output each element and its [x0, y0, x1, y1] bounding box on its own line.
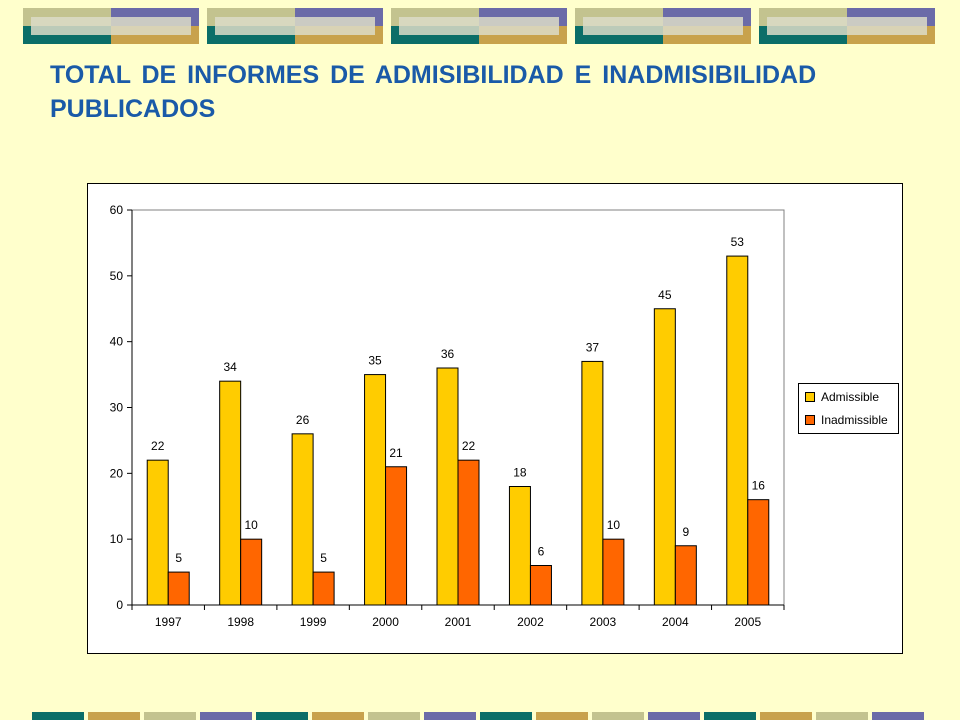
data-label: 5: [175, 551, 182, 565]
decor-strip-segment: [32, 712, 84, 720]
legend-label-admissible: Admissible: [821, 390, 880, 404]
chart-svg: 0 10 20 30 40 50 60 1997 22 5 1998 34 10 1999 26 5 2000 3…: [110, 203, 785, 629]
data-label: 21: [389, 446, 403, 460]
decor-strip-segment: [592, 712, 644, 720]
bar-inadmissible: [167, 571, 190, 606]
data-label: 53: [731, 235, 745, 249]
data-label: 10: [607, 518, 621, 532]
legend-item-inadmissible: Inadmissible: [805, 412, 888, 428]
slide-title: TOTAL DE INFORMES DE ADMISIBILIDAD E INA…: [50, 61, 817, 123]
x-tick-label: 2005: [734, 615, 761, 629]
bar-admissible: [508, 486, 531, 606]
y-tick-label: 40: [110, 335, 124, 349]
decor-tile: [759, 8, 935, 44]
decor-tile: [207, 8, 383, 44]
decor-strip-segment: [872, 712, 924, 720]
legend-item-admissible: Admissible: [805, 389, 879, 405]
decor-strip-segment: [256, 712, 308, 720]
legend-swatch-inadmissible: [805, 415, 815, 425]
y-tick-label: 0: [116, 598, 123, 612]
bar-admissible: [581, 360, 604, 606]
data-label: 22: [462, 439, 476, 453]
chart-legend: Admissible Inadmissible: [798, 383, 899, 434]
decor-strip-segment: [480, 712, 532, 720]
data-label: 9: [682, 525, 689, 539]
data-label: 45: [658, 288, 672, 302]
decor-strip-segment: [536, 712, 588, 720]
y-tick-label: 20: [110, 466, 124, 480]
data-label: 37: [586, 340, 600, 354]
bar-inadmissible: [240, 538, 263, 606]
bar-admissible: [364, 374, 387, 606]
data-label: 26: [296, 413, 310, 427]
bar-admissible: [146, 459, 169, 606]
decor-strip-segment: [368, 712, 420, 720]
x-tick-label: 1998: [227, 615, 254, 629]
x-tick-label: 2003: [590, 615, 617, 629]
data-label: 18: [513, 466, 527, 480]
data-label: 35: [368, 354, 382, 368]
bar-chart: 0 10 20 30 40 50 60 1997 22 5 1998 34 10 1999 26 5 2000 3…: [87, 183, 903, 654]
x-tick-label: 1999: [300, 615, 327, 629]
y-tick-label: 50: [110, 269, 124, 283]
data-label: 36: [441, 347, 455, 361]
decor-tile: [23, 8, 199, 44]
decor-strip-segment: [200, 712, 252, 720]
data-label: 6: [538, 545, 545, 559]
decor-strip-segment: [816, 712, 868, 720]
bar-admissible: [653, 308, 676, 606]
legend-label-inadmissible: Inadmissible: [821, 413, 888, 427]
bar-inadmissible: [529, 565, 552, 606]
data-label: 16: [752, 479, 766, 493]
bar-inadmissible: [385, 466, 408, 606]
bar-inadmissible: [674, 545, 697, 606]
decor-tile: [575, 8, 751, 44]
bar-admissible: [436, 367, 459, 606]
x-tick-label: 2002: [517, 615, 544, 629]
bar-inadmissible: [602, 538, 625, 606]
decor-strip-segment: [424, 712, 476, 720]
bar-inadmissible: [457, 459, 480, 606]
decor-strip-segment: [760, 712, 812, 720]
x-tick-label: 2000: [372, 615, 399, 629]
bar-inadmissible: [312, 571, 335, 606]
data-label: 22: [151, 439, 165, 453]
bar-admissible: [291, 433, 314, 606]
decor-strip-segment: [312, 712, 364, 720]
y-tick-label: 10: [110, 532, 124, 546]
bar-admissible: [219, 380, 242, 606]
y-tick-label: 30: [110, 401, 124, 415]
bar-inadmissible: [747, 499, 770, 606]
decor-tile: [391, 8, 567, 44]
x-tick-label: 2001: [445, 615, 472, 629]
decor-strip-segment: [88, 712, 140, 720]
bar-admissible: [726, 255, 749, 606]
decor-strip-segment: [704, 712, 756, 720]
data-label: 34: [223, 360, 237, 374]
x-tick-label: 2004: [662, 615, 689, 629]
decor-strip-segment: [648, 712, 700, 720]
legend-swatch-admissible: [805, 392, 815, 402]
x-tick-label: 1997: [155, 615, 182, 629]
data-label: 10: [244, 518, 258, 532]
decor-strip-segment: [144, 712, 196, 720]
data-label: 5: [320, 551, 327, 565]
y-tick-label: 60: [110, 203, 124, 217]
